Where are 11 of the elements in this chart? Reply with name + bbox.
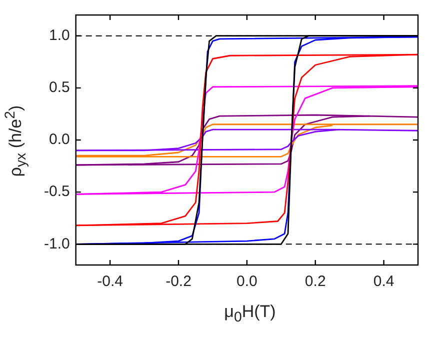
x-tick-label: -0.2 (166, 273, 192, 290)
y-tick-label: -0.5 (44, 183, 70, 200)
y-tick-label: 1.0 (48, 26, 70, 44)
x-tick-label: -0.4 (97, 273, 123, 290)
x-tick-label: 0.4 (373, 273, 394, 290)
y-tick-label: -1.0 (44, 235, 70, 252)
y-tick-label: 0.5 (48, 79, 70, 96)
x-tick-label: 0.2 (304, 273, 326, 290)
x-tick-label: 0.0 (236, 273, 258, 290)
y-tick-label: 0.0 (48, 131, 70, 148)
x-axis-title: μ$_{0}$H(T) (223, 302, 277, 326)
